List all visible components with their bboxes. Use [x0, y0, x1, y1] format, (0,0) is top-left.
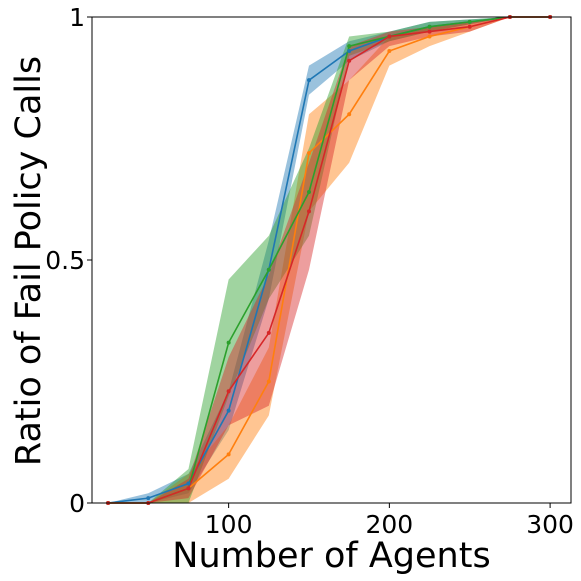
point-series-2	[226, 452, 231, 457]
confidence-bands	[108, 17, 551, 503]
point-series-3	[427, 24, 432, 29]
point-series-4	[467, 24, 472, 29]
line-series-4	[108, 16, 551, 504]
line-series-1	[107, 16, 551, 504]
x-tick-label: 100	[205, 510, 253, 539]
line-series-3	[108, 16, 551, 504]
point-series-3	[347, 44, 352, 49]
x-axis-label: Number of Agents	[172, 536, 490, 576]
y-tick-label: 0	[69, 489, 85, 518]
x-axis-ticks: 100 200 300	[205, 503, 574, 539]
point-series-2	[347, 112, 352, 117]
point-series-2	[306, 151, 311, 156]
y-axis-label: Ratio of Fail Policy Calls	[9, 56, 49, 466]
series-points	[106, 15, 553, 505]
line-series-2	[108, 16, 551, 504]
point-series-2	[266, 379, 271, 384]
band-series-3	[108, 17, 551, 503]
point-series-4	[306, 209, 311, 214]
point-series-3	[306, 189, 311, 194]
point-series-4	[347, 58, 352, 63]
point-series-4	[266, 330, 271, 335]
point-series-3	[266, 267, 271, 272]
x-tick-label: 200	[366, 510, 414, 539]
point-series-2	[427, 34, 432, 39]
point-series-4	[387, 34, 392, 39]
point-series-3	[467, 19, 472, 24]
series-lines	[107, 16, 551, 504]
point-series-3	[226, 340, 231, 345]
point-series-1	[347, 49, 352, 54]
point-series-4	[226, 389, 231, 394]
band-series-4	[108, 17, 551, 503]
point-series-1	[226, 408, 231, 413]
y-tick-label: 0.5	[45, 246, 85, 275]
x-tick-label: 300	[526, 510, 574, 539]
band-series-2	[108, 17, 551, 503]
point-series-2	[387, 49, 392, 54]
point-series-1	[306, 78, 311, 83]
point-series-1	[186, 481, 191, 486]
band-series-1	[108, 17, 551, 503]
y-axis-ticks: 00.51	[45, 3, 92, 518]
point-series-1	[146, 496, 151, 501]
y-tick-label: 1	[69, 3, 85, 32]
point-series-4	[427, 29, 432, 34]
point-series-4	[186, 486, 191, 491]
